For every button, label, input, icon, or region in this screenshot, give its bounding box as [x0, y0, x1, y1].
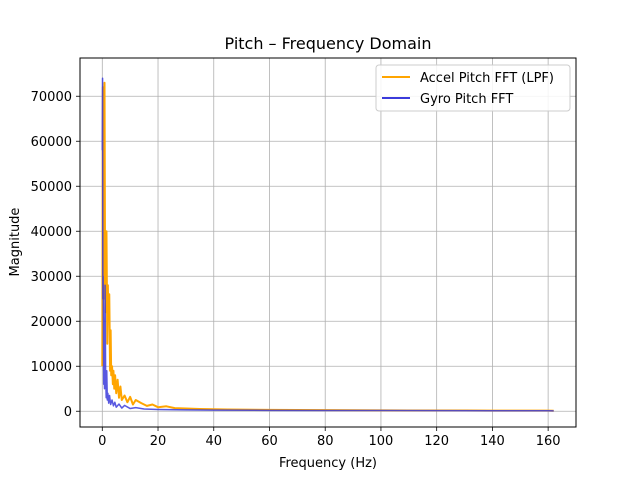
x-tick-label: 140 [480, 434, 505, 449]
x-tick-label: 0 [98, 434, 106, 449]
x-tick-label: 120 [424, 434, 449, 449]
y-tick-label: 40000 [31, 225, 72, 240]
x-tick-label: 160 [536, 434, 561, 449]
plot-frame [79, 57, 577, 428]
y-tick-label: 10000 [31, 360, 72, 375]
x-tick-label: 80 [317, 434, 334, 449]
y-tick-label: 20000 [31, 315, 72, 330]
grid-lines [80, 58, 576, 427]
legend-label-accel: Accel Pitch FFT (LPF) [420, 71, 554, 86]
y-tick-label: 70000 [31, 90, 72, 105]
y-tick-label: 50000 [31, 180, 72, 195]
x-tick-label: 60 [261, 434, 278, 449]
legend-box [375, 64, 571, 112]
x-tick-label: 100 [369, 434, 394, 449]
y-tick-label: 30000 [31, 270, 72, 285]
x-axis-ticks: 0 20 40 60 80 100 120 140 160 [98, 427, 561, 449]
y-axis-ticks: 0 10000 20000 30000 40000 50000 60000 70000 [31, 90, 80, 420]
chart-title: Pitch – Frequency Domain [225, 34, 432, 53]
gyro-pitch-fft-line [101, 77, 554, 412]
x-tick-label: 20 [150, 434, 167, 449]
x-tick-label: 40 [205, 434, 222, 449]
y-tick-label: 0 [64, 405, 72, 420]
y-axis-label: Magnitude [8, 208, 23, 277]
plot-area [101, 77, 554, 412]
y-tick-label: 60000 [31, 135, 72, 150]
x-axis-label: Frequency (Hz) [279, 456, 377, 471]
accel-pitch-fft-line [101, 81, 554, 412]
legend-label-gyro: Gyro Pitch FFT [420, 92, 513, 107]
legend: Accel Pitch FFT (LPF) Gyro Pitch FFT [375, 64, 571, 112]
